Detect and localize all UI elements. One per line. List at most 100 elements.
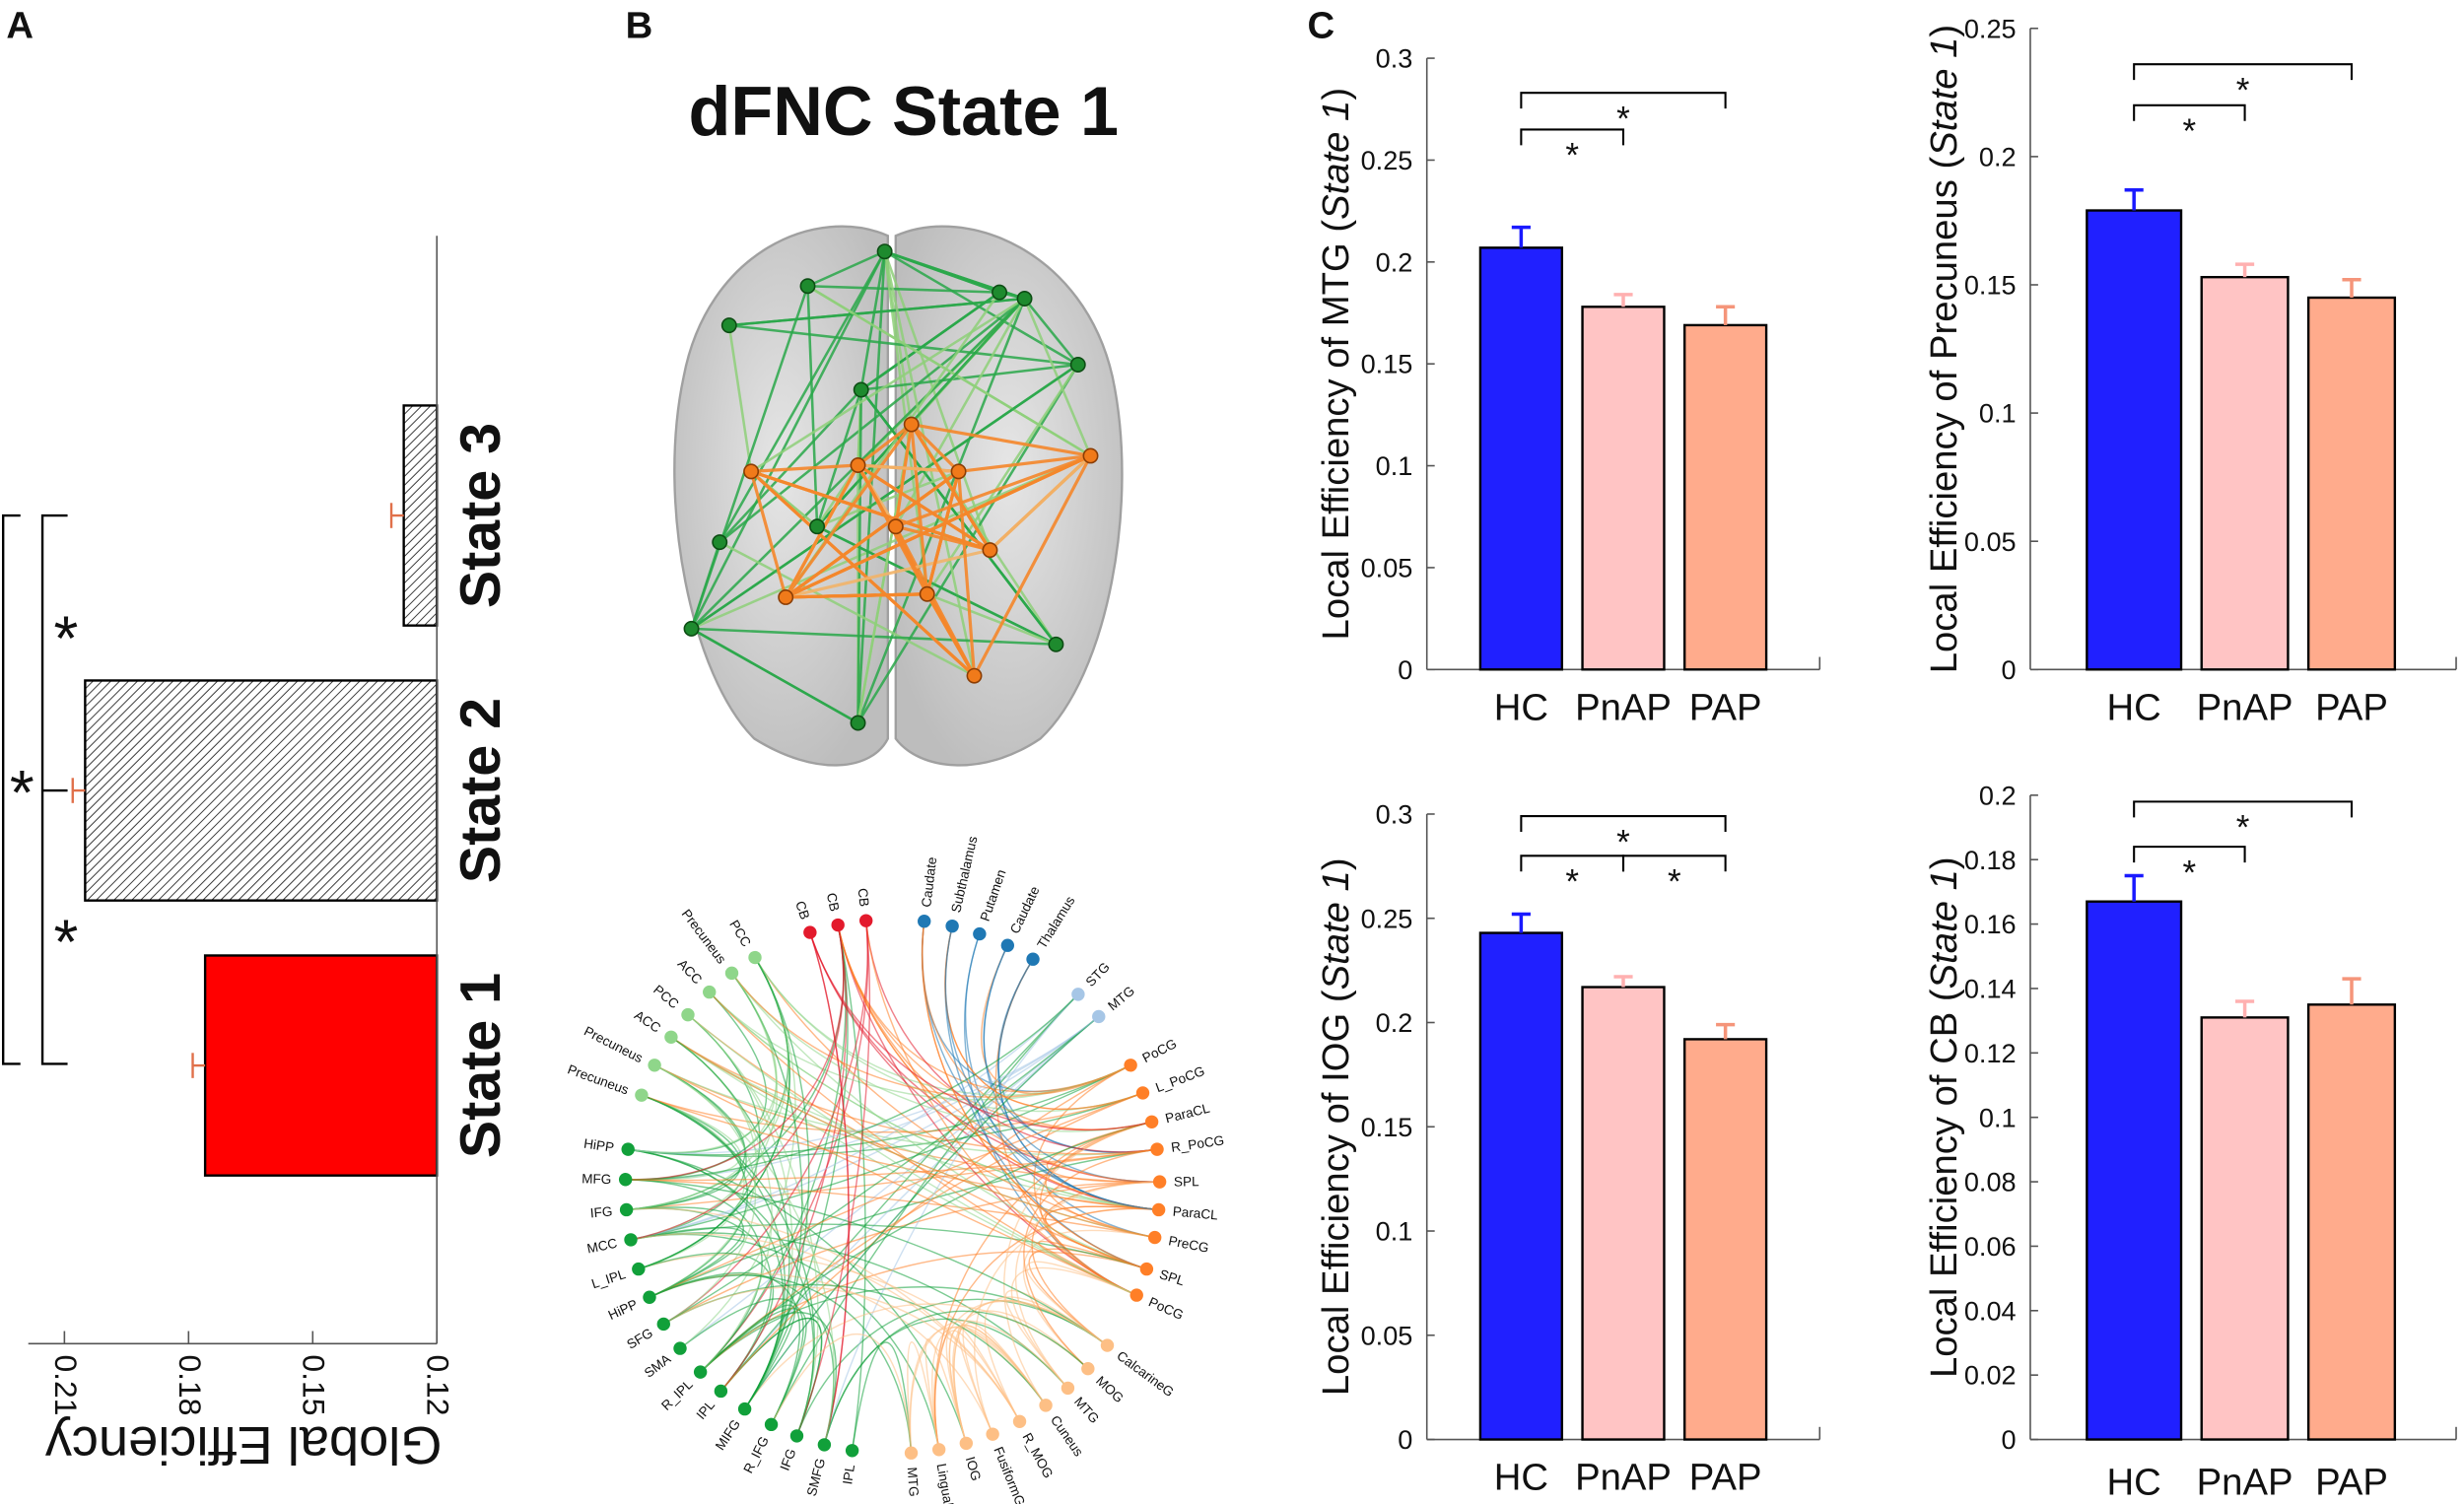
y-axis-title-close: ) — [1315, 88, 1357, 101]
chord-node — [648, 1059, 661, 1072]
x-tick-label: HC — [1494, 686, 1548, 728]
chord-link — [953, 1299, 1108, 1444]
chord-link — [1022, 1229, 1155, 1370]
chord-link — [628, 1148, 968, 1444]
chord-node-label: MTG — [905, 1467, 922, 1497]
chord-node — [1000, 938, 1014, 952]
chord-link — [1014, 1181, 1160, 1389]
network-edge — [910, 423, 992, 551]
chord-link — [628, 972, 778, 1154]
global-efficiency-chart: State 1 State 2 State 3 0.21 0.18 0.15 0.12Glo… — [1, 236, 513, 1474]
chord-node-label: IOG — [963, 1455, 984, 1482]
network-edge — [815, 389, 862, 527]
network-node — [982, 542, 998, 559]
network-edge — [856, 423, 913, 467]
network-edge — [910, 424, 929, 594]
network-edge — [719, 388, 862, 544]
y-tick-label: 0.12 — [1964, 1038, 2017, 1068]
network-edge — [785, 470, 960, 599]
network-edge — [728, 297, 1025, 327]
network-edge — [786, 592, 927, 599]
chord-node — [1144, 1115, 1159, 1128]
chord-node-label: PoCG — [1140, 1036, 1180, 1065]
chord-link — [1004, 1289, 1108, 1389]
y-tick-label: 0.05 — [1361, 1320, 1413, 1350]
chord-link — [625, 972, 778, 1181]
chord-node-label: MTG — [1105, 984, 1137, 1014]
network-edge — [785, 454, 1092, 599]
network-node — [712, 534, 728, 551]
x-tick-label: HC — [2107, 1461, 2161, 1503]
network-edge — [911, 422, 1091, 458]
y-axis-title-text: Local Efficiency of CB ( — [1923, 989, 1965, 1378]
chord-node-label: MIFG — [713, 1417, 743, 1454]
chord-node — [803, 925, 817, 939]
chord-node — [1061, 1381, 1075, 1396]
chord-link — [719, 924, 848, 1392]
chord-node — [724, 966, 739, 981]
chord-link — [809, 931, 1152, 1131]
chord-node — [656, 1317, 670, 1332]
chord-link — [700, 1312, 837, 1446]
chord-link — [628, 1092, 1143, 1158]
significance-star: * — [10, 757, 34, 828]
network-edge — [989, 454, 1092, 552]
chord-node-label: HiPP — [582, 1136, 615, 1155]
chord-node — [1081, 1362, 1095, 1376]
chord-node-label: PreCG — [1167, 1233, 1210, 1256]
chord-link — [626, 957, 789, 1211]
chord-node-label: MOG — [1093, 1373, 1127, 1405]
chord-node — [918, 915, 931, 928]
chord-link — [809, 931, 850, 1446]
significance-star: * — [1565, 137, 1579, 175]
chord-node-label: IFG — [778, 1447, 799, 1472]
y-tick-label: 0.3 — [1376, 799, 1413, 830]
bar-hc — [2086, 209, 2183, 671]
chord-node — [1071, 988, 1085, 1001]
bar-hc — [1478, 246, 1564, 671]
x-tick-label: PnAP — [2197, 1461, 2293, 1503]
network-edge — [910, 423, 960, 473]
chord-node — [621, 1142, 635, 1156]
network-edge — [816, 470, 960, 528]
chord-link — [851, 1341, 913, 1454]
y-tick-label: 0.05 — [1964, 526, 2017, 557]
y-tick-label: 0.14 — [1964, 974, 2017, 1004]
network-edge — [894, 424, 914, 527]
y-tick-label: 0.05 — [1361, 552, 1413, 582]
chord-node-label: CB — [792, 899, 812, 922]
y-axis-title: Local Efficiency of CB (State 1) — [1923, 856, 1965, 1378]
tick-label: 0.21 — [48, 1354, 84, 1415]
x-tick-label: PAP — [1689, 686, 1762, 728]
chord-node-label: MFG — [582, 1171, 611, 1187]
chord-node-label: R_IPL — [658, 1377, 696, 1413]
y-axis-title: Local Efficiency of Precuneus (State 1) — [1923, 25, 1965, 673]
chord-node-label: Caudate — [919, 856, 939, 909]
network-edge — [750, 297, 1026, 473]
bar-pap — [1682, 323, 1768, 671]
chord-node-label: Putamen — [978, 867, 1009, 923]
chord-link — [864, 921, 1137, 1296]
chord-link — [649, 1271, 801, 1425]
network-node — [853, 381, 869, 398]
network-node — [683, 620, 700, 637]
chord-node-label: PoCG — [1146, 1294, 1186, 1323]
chord-node-label: L_PoCG — [1153, 1063, 1206, 1095]
chord-node — [1100, 1338, 1115, 1352]
bar-state-2 — [84, 679, 439, 902]
network-edge — [926, 592, 1057, 646]
network-edge — [719, 541, 976, 677]
chord-node-label: ACC — [632, 1007, 663, 1036]
network-node — [743, 463, 760, 480]
y-tick-label: 0.15 — [1361, 1112, 1413, 1142]
chord-link — [687, 1014, 1137, 1296]
chord-link — [754, 957, 1131, 1096]
significance-bracket — [1520, 92, 1727, 109]
chord-node — [1026, 952, 1040, 966]
chord-link — [823, 993, 1079, 1446]
network-node — [966, 667, 983, 684]
chord-node-label: HiPP — [606, 1297, 640, 1323]
tick-label: 0.15 — [297, 1354, 332, 1415]
y-tick-label: 0.2 — [1376, 1007, 1413, 1038]
significance-bracket — [2133, 63, 2354, 81]
